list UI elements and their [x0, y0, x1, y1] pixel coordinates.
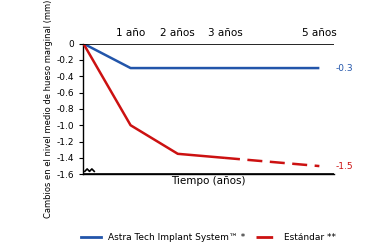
Text: -1.5: -1.5 [336, 162, 354, 171]
Text: -0.3: -0.3 [336, 64, 354, 73]
Text: 5 años: 5 años [302, 28, 337, 38]
Text: 1 año: 1 año [116, 28, 145, 38]
Legend: Astra Tech Implant System™ *, Estándar **: Astra Tech Implant System™ *, Estándar *… [78, 229, 339, 242]
Text: 2 años: 2 años [160, 28, 195, 38]
Text: 3 años: 3 años [208, 28, 242, 38]
X-axis label: Tiempo (años): Tiempo (años) [171, 176, 246, 186]
Y-axis label: Cambios en el nivel medio de hueso marginal (mm): Cambios en el nivel medio de hueso margi… [44, 0, 53, 218]
